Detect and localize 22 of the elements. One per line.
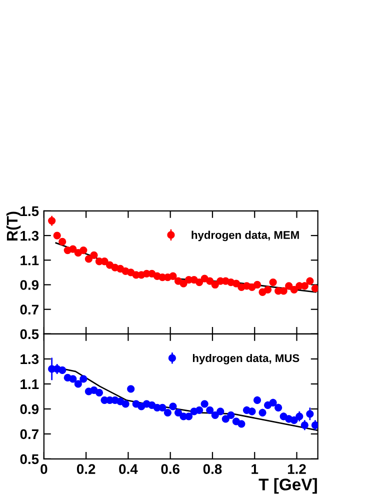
y-tick-label: 0.7 xyxy=(20,304,38,315)
x-tick-label: 0.8 xyxy=(203,464,222,474)
y-tick-label: 0.9 xyxy=(20,280,39,290)
x-tick-label: 0 xyxy=(40,464,48,474)
y-tick-label: 1.1 xyxy=(20,256,39,266)
y-tick-label: 0.5 xyxy=(20,454,39,464)
x-tick-label: 0.4 xyxy=(119,464,138,474)
y-tick-label: 0.7 xyxy=(20,429,38,440)
y-tick-label: 1.3 xyxy=(20,354,39,364)
y-tick-label: 1.5 xyxy=(20,206,39,216)
legend-label: hydrogen data, MUS xyxy=(192,354,300,364)
y-tick-label: 1.1 xyxy=(20,379,39,389)
y-tick-label: 1.3 xyxy=(20,230,39,241)
y-tick-label: 0.5 xyxy=(20,329,39,340)
x-tick-label: 1.2 xyxy=(288,464,306,474)
x-tick-label: 0.6 xyxy=(161,464,180,474)
x-tick-label: 1 xyxy=(252,464,258,474)
y-tick-label: 0.9 xyxy=(20,404,39,414)
legend-label: hydrogen data, MEM xyxy=(192,230,299,242)
x-axis-title: T [GeV] xyxy=(258,478,317,494)
y-axis-title: R(T) xyxy=(6,212,21,240)
x-tick-label: 0.2 xyxy=(76,464,96,474)
